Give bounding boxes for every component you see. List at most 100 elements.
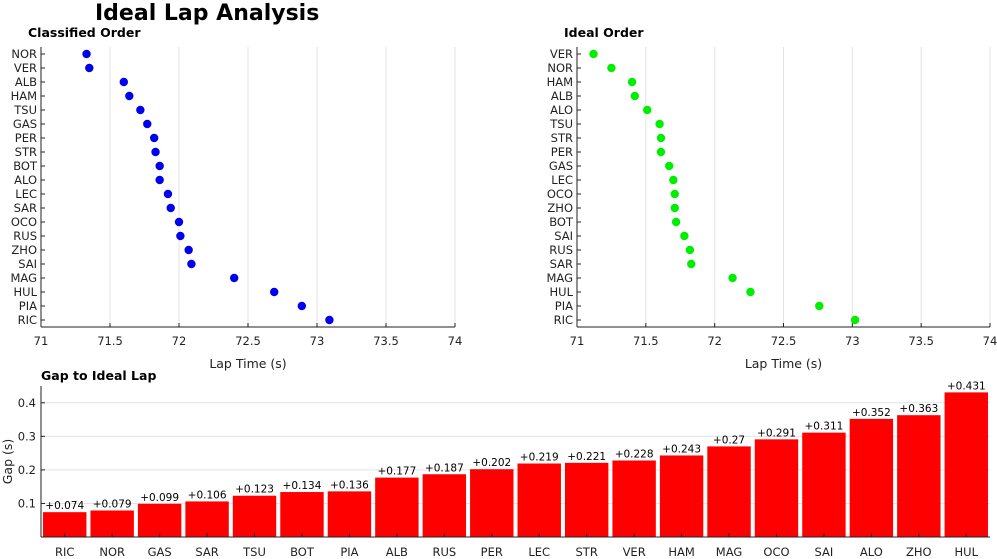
gap-bar [564,462,609,537]
ideal-order-point [655,119,664,129]
ideal-order-x-tick-label: 71.5 [633,334,659,348]
ideal-order-y-tick-label: PER [551,145,573,159]
ideal-order-point [630,91,640,101]
gap-bar [185,501,229,537]
classified-order-point [82,49,91,59]
gap-bar [707,446,751,537]
classified-order-point [155,161,164,171]
gap-x-tick-label: NOR [99,545,125,559]
classified-order-point [136,105,145,115]
gap-x-tick-label: OCO [763,545,789,559]
gap-x-tick-label: SAR [195,545,218,559]
gap-bar-label: +0.187 [425,462,464,474]
ideal-order-y-tick-label: HAM [547,75,573,89]
gap-y-tick-label: 0.3 [18,429,36,443]
ideal-order-y-tick-label: RUS [549,243,573,257]
classified-order-point [176,231,185,241]
classified-order-point [151,147,160,157]
ideal-order-y-tick-label: MAG [547,271,574,285]
gap-x-tick-label: GAS [148,545,172,559]
classified-order-x-tick-label: 72.5 [235,334,261,348]
gap-bar-label: +0.27 [713,434,745,446]
classified-order-y-tick-label: ALO [14,173,37,187]
gap-bar [90,510,134,537]
gap-y-tick-label: 0.4 [18,396,36,410]
gap-x-tick-label: PIA [340,545,358,559]
ideal-order-y-tick-label: NOR [547,61,573,75]
classified-order-point [325,315,334,325]
ideal-order-point [728,273,737,283]
ideal-order-point [627,77,637,87]
gap-y-axis-label: Gap (s) [0,439,15,485]
classified-order-y-tick-label: PER [15,131,37,145]
gap-bar-label: +0.202 [472,457,511,469]
classified-order-panel: Classified Order 71 71.5 72 72.5 73 73.5 74 Lap … [11,25,463,371]
ideal-order-title: Ideal Order [564,25,644,40]
gap-bar [659,455,704,537]
classified-order-point [174,217,184,227]
ideal-order-point [685,245,695,255]
classified-order-x-tick-label: 71 [34,334,49,348]
gap-x-tick-label: ZHO [906,545,932,559]
classified-order-y-tick-label: SAR [14,201,37,215]
classified-order-y-tick-label: VER [14,61,37,75]
gap-bar-label: +0.243 [662,443,701,455]
classified-order-point [166,203,175,213]
ideal-order-point [656,147,666,157]
ideal-order-y-tick-label: TSU [549,117,573,131]
classified-order-y-tick-label: TSU [13,103,37,117]
gap-bar [280,492,324,537]
gap-bar-label: +0.363 [899,403,938,415]
ideal-order-point [643,105,652,115]
gap-bar-label: +0.291 [757,427,796,439]
ideal-order-point [680,231,689,241]
classified-order-y-tick-label: GAS [13,117,37,131]
gap-bar [849,418,894,537]
ideal-order-y-tick-label: LEC [551,173,573,187]
gap-bar [897,415,941,537]
classified-order-y-tick-label: NOR [11,47,37,61]
gap-bar [517,463,561,537]
gap-x-tick-label: SAI [815,545,834,559]
ideal-order-point [671,217,681,227]
classified-order-x-tick-label: 72 [172,334,187,348]
classified-order-y-tick-label: SAI [18,257,37,271]
classified-order-y-tick-label: ZHO [11,243,37,257]
gap-bar [612,460,656,537]
gap-bar [470,469,514,537]
gap-to-ideal-title: Gap to Ideal Lap [41,368,156,383]
gap-bar-label: +0.134 [283,480,322,492]
gap-bar-label: +0.099 [140,492,179,504]
gap-bar [944,392,988,537]
classified-order-x-tick-label: 74 [448,334,463,348]
gap-bar-label: +0.177 [377,466,416,478]
gap-y-tick-label: 0.2 [18,463,36,477]
classified-order-point [163,189,173,199]
classified-order-point [184,245,193,255]
gap-bar-label: +0.079 [93,498,132,510]
ideal-order-point [665,161,674,171]
classified-order-x-tick-label: 73 [310,334,325,348]
gap-x-tick-label: PER [481,545,503,559]
gap-x-tick-label: ALB [386,545,408,559]
gap-x-tick-label: TSU [242,545,266,559]
gap-bar [137,503,182,537]
ideal-order-point [656,133,666,143]
gap-bar [327,491,372,537]
ideal-order-x-tick-label: 73.5 [908,334,934,348]
ideal-order-y-tick-label: SAR [550,257,573,271]
ideal-order-point [670,203,679,213]
gap-bar-label: +0.106 [188,489,227,501]
classified-order-y-tick-label: HUL [14,285,38,299]
ideal-order-point [815,301,824,311]
ideal-order-x-tick-label: 72.5 [771,334,797,348]
classified-order-y-tick-label: RIC [18,313,37,327]
ideal-order-y-tick-label: BOT [549,215,574,229]
classified-order-point [297,301,307,311]
classified-order-point [230,273,239,283]
gap-bar-label: +0.228 [615,448,654,460]
gap-bar [375,477,419,537]
gap-bar-label: +0.136 [330,479,369,491]
classified-order-y-tick-label: HAM [11,89,37,103]
